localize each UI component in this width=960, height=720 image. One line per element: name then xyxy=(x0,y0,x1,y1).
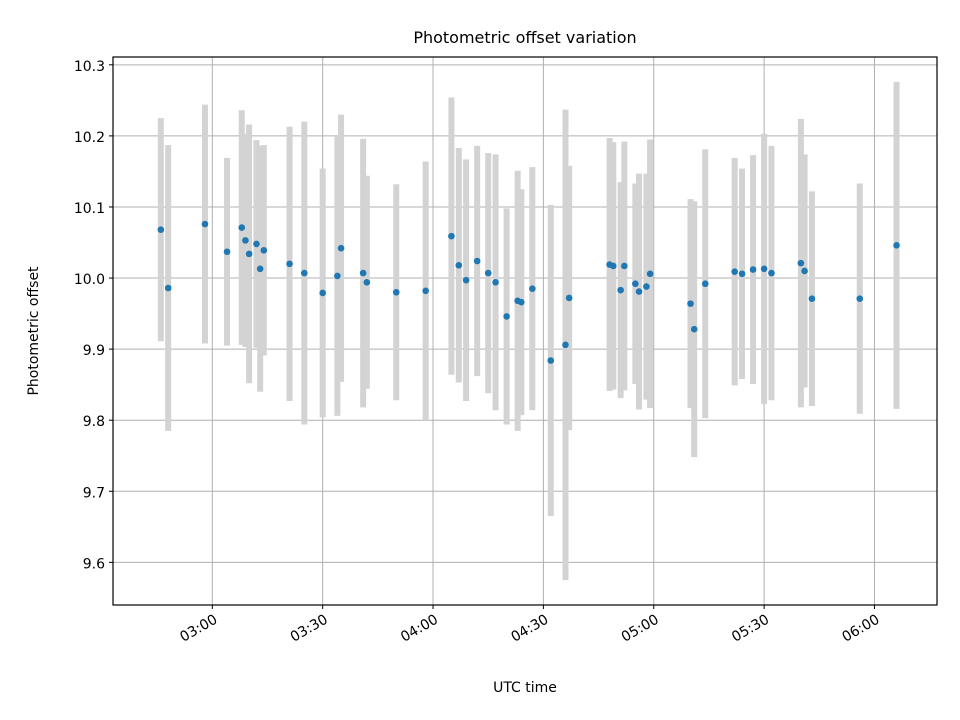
data-point xyxy=(492,279,499,286)
y-axis-label: Photometric offset xyxy=(26,266,42,396)
data-point xyxy=(731,268,738,275)
data-point xyxy=(760,265,768,273)
data-point xyxy=(808,295,816,302)
data-point xyxy=(260,247,268,254)
data-point xyxy=(164,284,172,292)
chart-title: Photometric offset variation xyxy=(413,28,636,47)
data-point xyxy=(690,325,698,333)
data-points xyxy=(157,220,900,364)
data-point xyxy=(448,232,455,240)
data-point xyxy=(334,272,341,280)
data-point xyxy=(256,265,264,273)
data-point xyxy=(547,357,555,364)
data-point xyxy=(643,283,650,290)
data-point xyxy=(632,280,639,288)
y-tick-label: 10.1 xyxy=(74,201,105,217)
data-point xyxy=(484,269,492,277)
y-tick-label: 10.2 xyxy=(74,130,105,146)
data-point xyxy=(801,267,808,275)
data-point xyxy=(300,269,308,277)
y-tick-label: 10.3 xyxy=(74,59,105,75)
data-point xyxy=(562,341,569,349)
data-point xyxy=(768,269,775,277)
data-point xyxy=(518,298,525,306)
data-point xyxy=(392,288,400,296)
data-point xyxy=(617,286,624,294)
data-point xyxy=(738,270,746,278)
y-tick-label: 9.7 xyxy=(83,485,105,501)
data-point xyxy=(621,262,628,270)
data-point xyxy=(286,260,293,268)
plot-area-frame xyxy=(112,56,938,606)
data-point xyxy=(422,287,429,295)
data-point xyxy=(363,279,371,286)
data-point xyxy=(797,259,805,267)
data-point xyxy=(609,262,617,270)
data-point xyxy=(359,269,367,277)
data-point xyxy=(337,244,345,252)
y-tick-label: 9.9 xyxy=(83,343,105,359)
data-point xyxy=(503,313,510,320)
data-point xyxy=(462,276,470,284)
data-point xyxy=(856,295,864,302)
data-point xyxy=(529,285,536,293)
data-point xyxy=(565,294,573,302)
data-point xyxy=(319,289,326,297)
y-tick-label: 9.6 xyxy=(83,556,105,572)
data-point xyxy=(749,266,757,273)
data-point xyxy=(245,250,253,258)
data-point xyxy=(238,224,246,231)
data-point xyxy=(253,240,260,248)
data-point xyxy=(223,248,231,256)
x-axis-label: UTC time xyxy=(493,680,557,696)
data-point xyxy=(242,237,249,244)
data-point xyxy=(157,226,165,234)
y-tick-label: 10.0 xyxy=(74,272,105,288)
data-point xyxy=(701,280,709,288)
data-point xyxy=(687,300,694,307)
data-point xyxy=(473,257,481,265)
data-point xyxy=(201,220,209,228)
data-point xyxy=(635,288,643,295)
data-point xyxy=(646,270,654,278)
data-point xyxy=(455,261,463,269)
data-point xyxy=(893,242,900,249)
y-tick-label: 9.8 xyxy=(83,414,105,430)
